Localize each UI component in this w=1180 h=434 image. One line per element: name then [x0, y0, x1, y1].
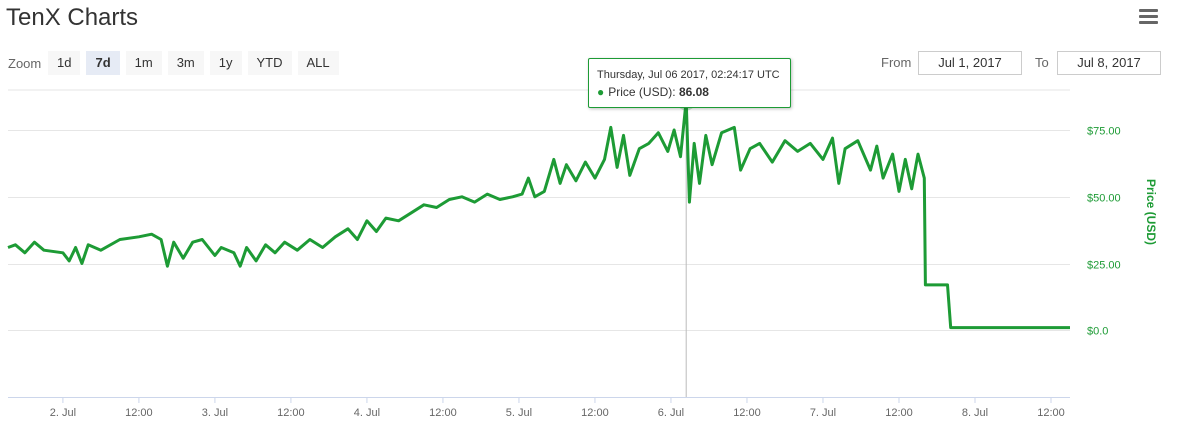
- series-line-price: [7, 99, 1070, 330]
- x-tick-label: 6. Jul: [658, 407, 684, 419]
- x-tick-label: 12:00: [429, 407, 457, 419]
- x-tick-label: 7. Jul: [810, 407, 836, 419]
- tooltip-value: 86.08: [678, 85, 709, 99]
- from-label: From: [881, 55, 912, 70]
- x-tick-label: 4. Jul: [354, 407, 380, 419]
- x-tick-label: 5. Jul: [506, 407, 532, 419]
- zoom-button-1m[interactable]: 1m: [125, 51, 162, 75]
- y-tick-label: $25.00: [1087, 260, 1121, 272]
- tooltip-date: Thursday, Jul 06 2017, 02:24:17 UTC: [597, 69, 780, 81]
- zoom-button-all[interactable]: ALL: [297, 51, 339, 75]
- x-tick-label: 12:00: [581, 407, 609, 419]
- from-date-input[interactable]: Jul 1, 2017: [918, 51, 1022, 75]
- y-tick-label: $75.00: [1087, 126, 1121, 138]
- chart-tooltip: Thursday, Jul 06 2017, 02:24:17 UTC ● Pri…: [588, 58, 791, 108]
- y-axis-title: Price (USD): [1144, 179, 1158, 245]
- to-label: To: [1035, 55, 1049, 70]
- tooltip-series-dot-icon: ●: [597, 85, 605, 99]
- x-tick-label: 12:00: [885, 407, 913, 419]
- x-tick-label: 12:00: [1037, 407, 1065, 419]
- tooltip-series-line: ● Price (USD): 86.08: [597, 85, 709, 99]
- y-tick-label: $0.0: [1087, 326, 1108, 338]
- x-tick-label: 12:00: [733, 407, 761, 419]
- x-tick-label: 12:00: [125, 407, 153, 419]
- zoom-button-7d[interactable]: 7d: [86, 51, 120, 75]
- y-tick-label: $50.00: [1087, 193, 1121, 205]
- zoom-button-1d[interactable]: 1d: [48, 51, 81, 75]
- x-tick-label: 8. Jul: [962, 407, 988, 419]
- tooltip-series-name: Price (USD):: [608, 85, 676, 99]
- x-tick-label: 3. Jul: [202, 407, 228, 419]
- zoom-button-3m[interactable]: 3m: [167, 51, 204, 75]
- to-date-input[interactable]: Jul 8, 2017: [1057, 51, 1161, 75]
- zoom-button-group: 1d 7d 1m 3m 1y YTD ALL: [48, 51, 345, 75]
- chart-title: TenX Charts: [6, 4, 139, 31]
- zoom-button-1y[interactable]: 1y: [209, 51, 242, 75]
- zoom-label: Zoom: [8, 56, 42, 71]
- x-tick-label: 12:00: [277, 407, 305, 419]
- x-tick-label: 2. Jul: [50, 407, 76, 419]
- zoom-button-ytd[interactable]: YTD: [247, 51, 292, 75]
- hamburger-menu-icon[interactable]: [1139, 9, 1158, 25]
